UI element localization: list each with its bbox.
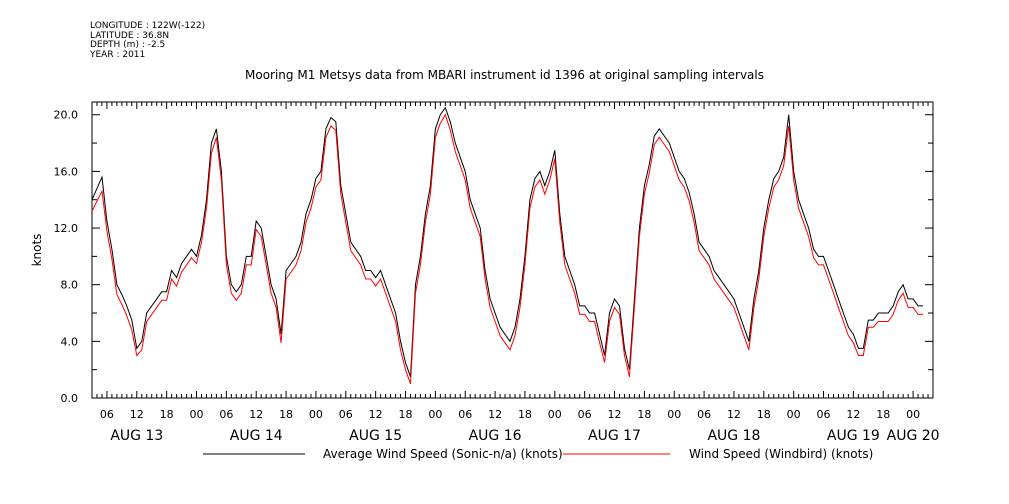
y-tick-labels: 0.0 4.0 8.0 12.0 16.0 20.0 <box>54 109 79 405</box>
x-tick-label: 06 <box>458 408 472 421</box>
x-tick-label: 00 <box>906 408 920 421</box>
y-tick-label: 16.0 <box>54 165 79 178</box>
longitude-text: LONGITUDE : 122W(-122) <box>90 21 206 31</box>
axis-ticks <box>91 102 934 399</box>
x-tick-label: 06 <box>578 408 592 421</box>
x-tick-label: 12 <box>727 408 741 421</box>
metadata-block: LONGITUDE : 122W(-122) LATITUDE : 36.8N … <box>90 21 206 60</box>
x-tick-label: 18 <box>637 408 651 421</box>
day-label: AUG 13 <box>110 428 163 444</box>
y-tick-label: 12.0 <box>54 222 79 235</box>
x-tick-label: 00 <box>309 408 323 421</box>
chart-title: Mooring M1 Metsys data from MBARI instru… <box>245 68 764 82</box>
x-tick-label: 00 <box>667 408 681 421</box>
day-label: AUG 18 <box>707 428 760 444</box>
y-tick-label: 20.0 <box>54 109 79 122</box>
legend-label: Wind Speed (Windbird) (knots) <box>689 447 873 461</box>
year-text: YEAR : 2011 <box>90 49 146 60</box>
plot-frame <box>91 101 934 399</box>
day-label: AUG 19 <box>827 428 880 444</box>
x-tick-label: 12 <box>130 408 144 421</box>
x-tick-label: 12 <box>608 408 622 421</box>
x-tick-label: 06 <box>219 408 233 421</box>
y-tick-label: 8.0 <box>61 279 79 292</box>
x-tick-label: 00 <box>787 408 801 421</box>
x-tick-label: 00 <box>428 408 442 421</box>
x-tick-label: 00 <box>548 408 562 421</box>
day-label: AUG 14 <box>230 428 283 444</box>
y-tick-label: 0.0 <box>61 392 79 405</box>
y-axis-label: knots <box>30 234 44 267</box>
legend-label: Average Wind Speed (Sonic-n/a) (knots) <box>323 447 563 461</box>
day-label: AUG 16 <box>469 428 522 444</box>
x-tick-label: 12 <box>369 408 383 421</box>
x-tick-label: 06 <box>697 408 711 421</box>
series-line <box>91 113 923 384</box>
x-tick-label: 06 <box>339 408 353 421</box>
x-tick-label: 12 <box>488 408 502 421</box>
x-tick-label: 18 <box>757 408 771 421</box>
x-tick-label: 12 <box>249 408 263 421</box>
x-tick-label: 18 <box>279 408 293 421</box>
x-tick-label: 00 <box>190 408 204 421</box>
series-line <box>91 106 923 377</box>
x-tick-label: 18 <box>399 408 413 421</box>
legend: Average Wind Speed (Sonic-n/a) (knots) Wi… <box>203 447 873 461</box>
x-tick-label: 06 <box>817 408 831 421</box>
x-tick-label: 12 <box>846 408 860 421</box>
y-tick-label: 4.0 <box>61 335 79 348</box>
day-label: AUG 17 <box>588 428 641 444</box>
x-tick-label: 18 <box>518 408 532 421</box>
latitude-text: LATITUDE : 36.8N <box>90 30 170 41</box>
day-label: AUG 20 <box>887 428 940 444</box>
x-tick-label: 18 <box>876 408 890 421</box>
x-tick-labels: 06 12 18 00 06 12 18 00 06 12 18 00 06 12 18 00 06 12 18 00… <box>100 408 920 421</box>
day-label: AUG 15 <box>349 428 402 444</box>
day-labels: AUG 13 AUG 14 AUG 15 AUG 16 AUG 17 AUG 18 AUG … <box>110 428 939 444</box>
x-tick-label: 18 <box>160 408 174 421</box>
series-lines <box>91 106 923 384</box>
depth-text: DEPTH (m) : -2.5 <box>90 40 166 50</box>
x-tick-label: 06 <box>100 408 114 421</box>
